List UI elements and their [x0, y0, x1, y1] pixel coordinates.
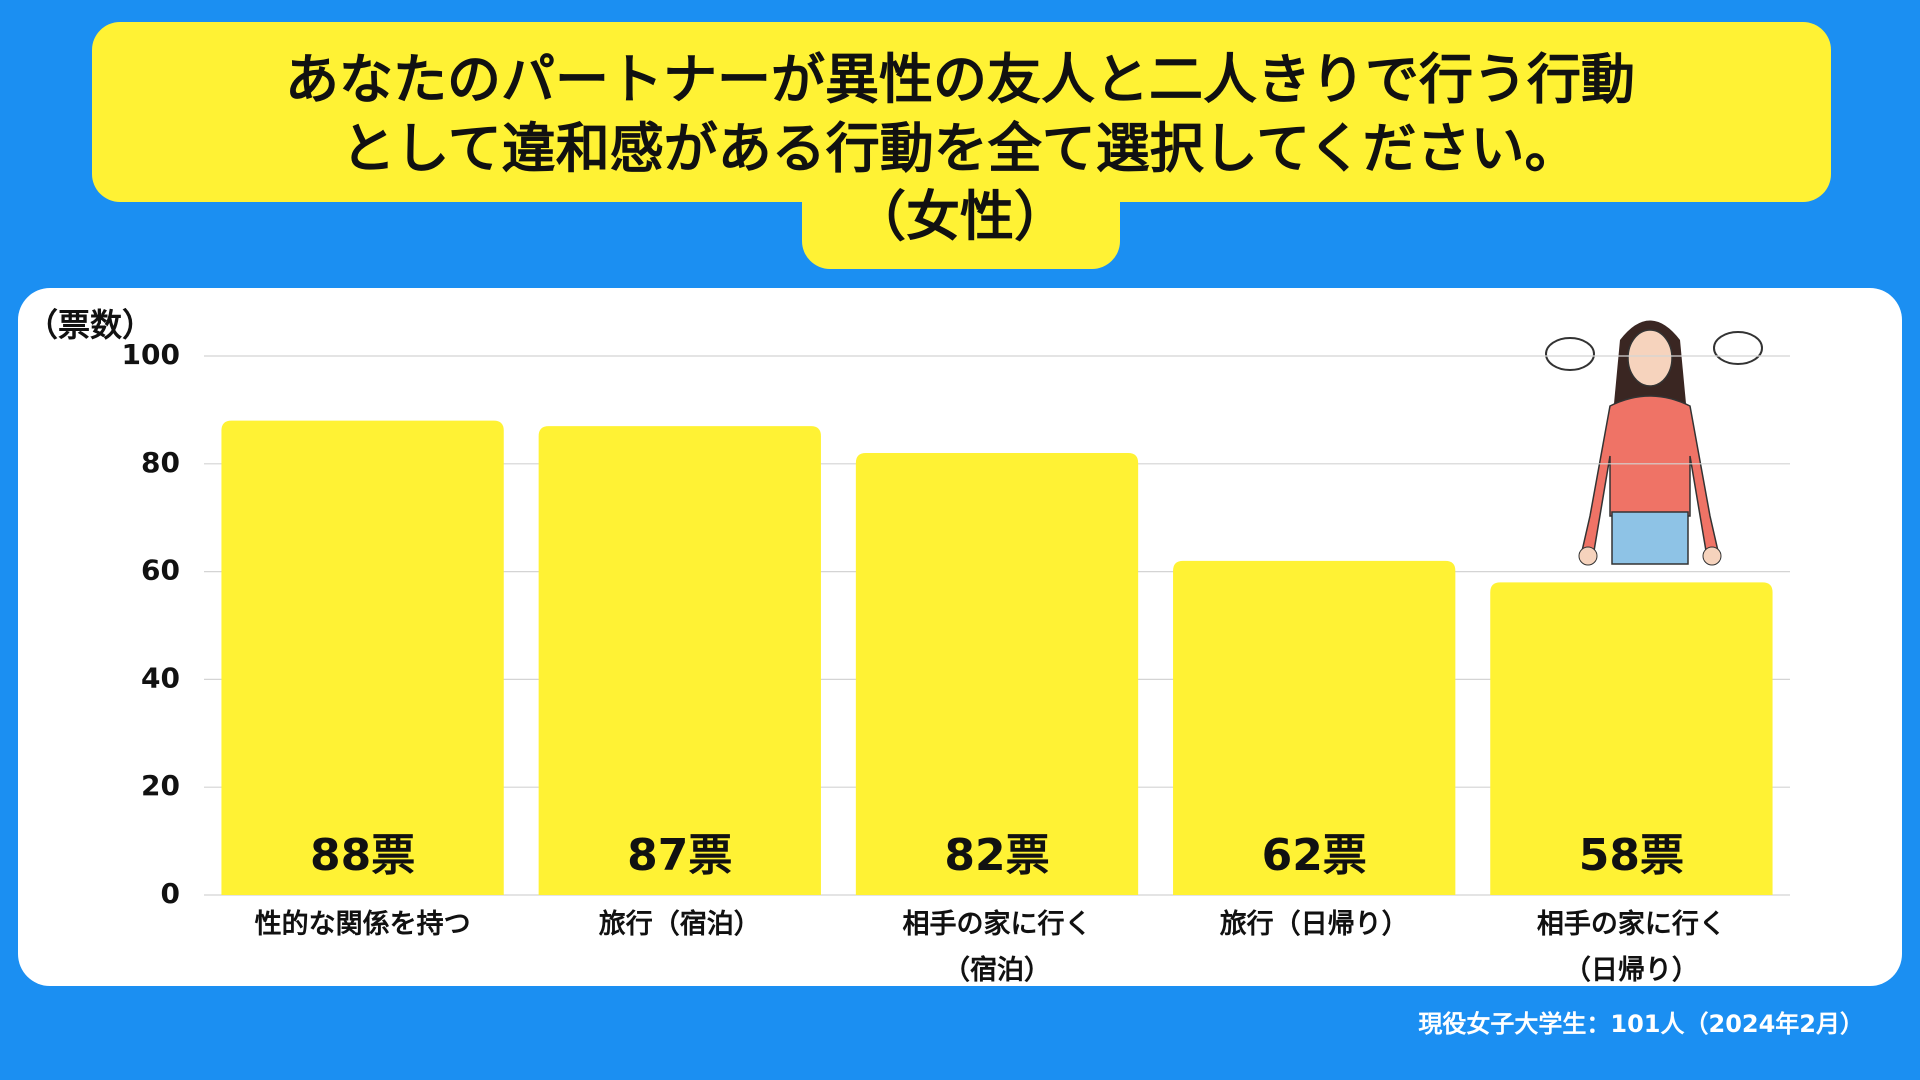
bar — [538, 426, 821, 895]
bar — [1490, 582, 1773, 895]
x-tick-label: 相手の家に行く （宿泊） — [902, 909, 1092, 986]
footnote: 現役女子大学生：101人（2024年2月） — [1418, 1010, 1864, 1038]
bar — [221, 420, 504, 895]
x-tick-label: 相手の家に行く （日帰り） — [1536, 909, 1726, 986]
illustration — [1545, 320, 1763, 566]
value-label: 88票 — [310, 830, 415, 881]
bar — [855, 453, 1139, 895]
y-tick-label: 20 — [141, 769, 180, 802]
y-axis-label: （票数） — [26, 306, 155, 344]
y-tick-label: 40 — [141, 661, 180, 694]
y-tick-label: 100 — [122, 338, 180, 371]
x-tick-label: 性的な関係を持つ — [254, 909, 471, 940]
title: あなたのパートナーが異性の友人と二人きりで行う行動 — [285, 48, 1635, 111]
title-box — [802, 170, 1120, 269]
bar — [1173, 560, 1456, 895]
value-label: 62票 — [1262, 830, 1367, 881]
title: （女性） — [852, 185, 1068, 248]
value-label: 82票 — [944, 830, 1049, 881]
value-label: 87票 — [627, 830, 732, 881]
y-tick-label: 0 — [161, 877, 180, 910]
title: として違和感がある行動を全て選択してください。 — [341, 117, 1579, 180]
value-label: 58票 — [1579, 830, 1684, 881]
x-tick-label: 旅行（日帰り） — [1219, 909, 1409, 940]
y-tick-label: 80 — [141, 446, 180, 479]
x-tick-label: 旅行（宿泊） — [598, 909, 761, 940]
y-tick-label: 60 — [141, 554, 180, 587]
